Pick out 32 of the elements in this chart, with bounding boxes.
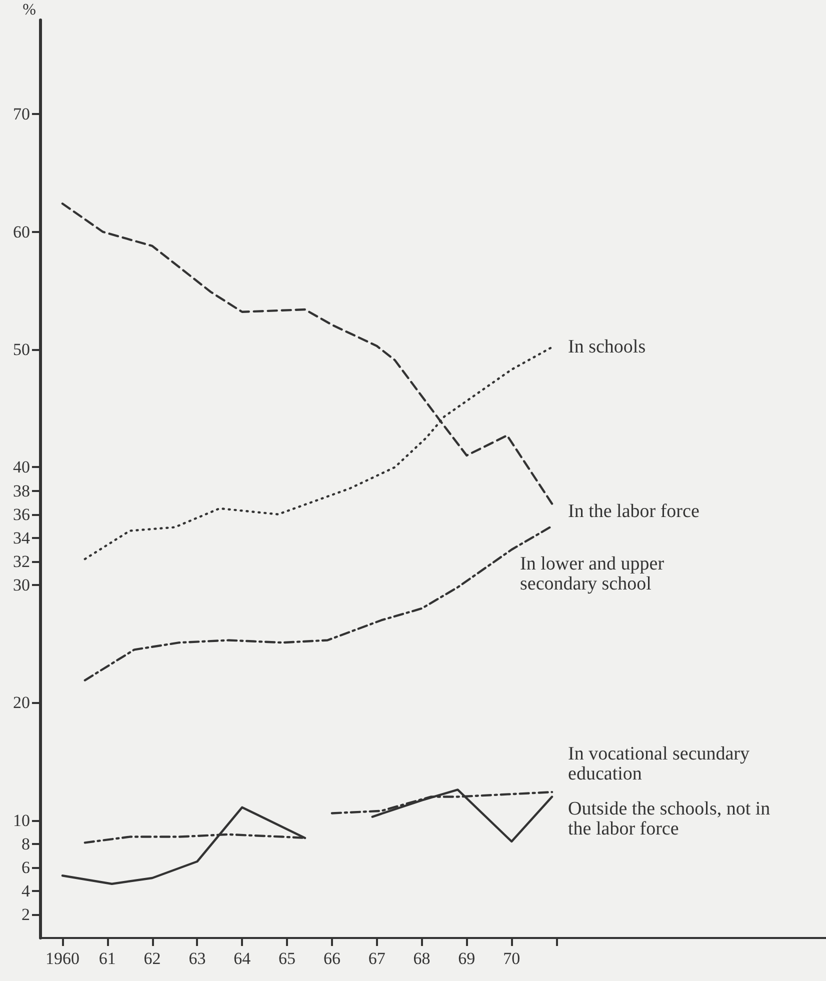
x-tick-label: 65 xyxy=(278,949,296,968)
y-tick-label: 2 xyxy=(22,904,30,924)
y-tick-label: 60 xyxy=(13,222,30,242)
y-tick-label: 6 xyxy=(22,858,30,877)
x-tick-label: 68 xyxy=(413,949,430,968)
series-label: In schools xyxy=(568,336,646,358)
series-label: In vocational secundary education xyxy=(568,744,754,785)
y-tick-label: 38 xyxy=(13,481,30,500)
y-tick-label: 70 xyxy=(13,104,30,124)
x-tick-label: 1960 xyxy=(45,949,80,968)
x-tick-label: 70 xyxy=(503,949,520,968)
series-label: Outside the schools, not in the labor force xyxy=(568,798,775,840)
y-tick-label: 30 xyxy=(13,575,30,594)
x-tick-label: 66 xyxy=(323,949,340,968)
y-axis-title: % xyxy=(22,2,36,18)
x-tick-label: 61 xyxy=(98,949,116,968)
x-tick-label: 63 xyxy=(188,949,206,968)
y-tick-label: 10 xyxy=(13,810,30,830)
y-tick-label: 40 xyxy=(13,458,30,477)
x-tick-label: 67 xyxy=(368,949,386,968)
y-tick-label: 32 xyxy=(13,552,30,571)
x-tick-label: 62 xyxy=(144,949,161,968)
x-tick-label: 69 xyxy=(458,949,476,968)
x-tick-label: 64 xyxy=(234,949,252,968)
y-tick-label: 50 xyxy=(13,340,30,360)
y-tick-label: 4 xyxy=(22,881,30,900)
y-tick-label: 8 xyxy=(22,834,30,854)
y-tick-label: 36 xyxy=(13,504,30,524)
series-label: In lower and upper secondary school xyxy=(520,554,669,595)
y-tick-label: 20 xyxy=(13,693,30,712)
y-tick-label: 34 xyxy=(13,528,30,548)
series-label: In the labor force xyxy=(568,501,700,522)
